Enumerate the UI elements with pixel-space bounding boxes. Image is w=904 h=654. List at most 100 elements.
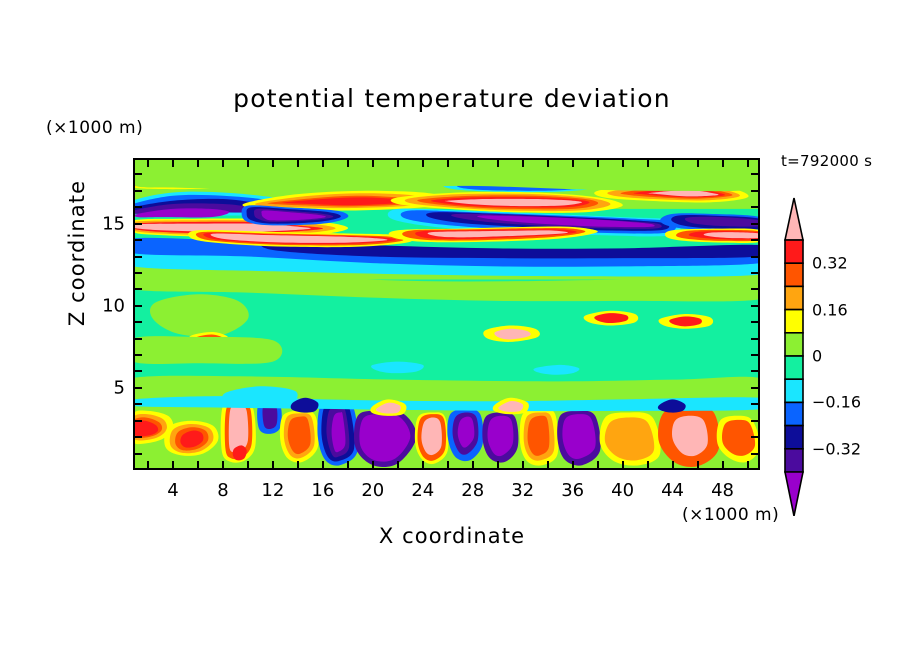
axis-tick: [146, 158, 149, 167]
axis-tick: [751, 206, 760, 209]
axis-tick: [546, 461, 549, 470]
axis-tick: [221, 461, 224, 470]
axis-tick: [571, 158, 574, 167]
axis-tick: [133, 337, 142, 340]
axis-tick: [751, 255, 760, 258]
contour-region: [262, 404, 278, 430]
axis-tick: [446, 158, 449, 167]
axis-tick: [296, 461, 299, 470]
colorbar-swatch: [784, 424, 804, 450]
colorbar-cap-bottom: [784, 471, 804, 517]
colorbar-swatch: [784, 308, 804, 334]
contour-region: [375, 402, 401, 414]
axis-tick: [133, 288, 142, 291]
axis-tick: [751, 321, 760, 324]
axis-tick: [621, 158, 624, 167]
contour-region: [594, 313, 629, 324]
axis-tick: [133, 222, 142, 225]
axis-tick: [621, 461, 624, 470]
axis-tick: [751, 189, 760, 192]
colorbar[interactable]: [777, 196, 811, 517]
axis-tick: [721, 158, 724, 167]
axis-tick: [751, 222, 760, 225]
axis-tick: [133, 271, 142, 274]
contour-region: [134, 208, 230, 218]
axis-tick: [371, 461, 374, 470]
contour-region: [427, 230, 568, 238]
axis-tick: [596, 461, 599, 470]
axis-tick: [196, 158, 199, 167]
axis-tick: [696, 461, 699, 470]
x-tick-label: 40: [611, 480, 635, 501]
axis-tick: [571, 461, 574, 470]
axis-tick: [246, 158, 249, 167]
contour-region: [494, 328, 531, 340]
axis-tick: [751, 304, 760, 307]
contour-region: [133, 396, 760, 412]
axis-tick: [133, 173, 142, 176]
axis-tick: [133, 354, 142, 357]
contour-region: [359, 414, 411, 462]
x-axis-label: X coordinate: [378, 524, 526, 548]
colorbar-tick-label: −0.16: [812, 392, 862, 412]
axis-tick: [596, 158, 599, 167]
colorbar-swatch: [784, 401, 804, 427]
contour-region: [703, 232, 760, 239]
contour-region: [604, 417, 655, 461]
colorbar-swatch: [784, 262, 804, 288]
contour-region: [228, 405, 249, 454]
contour-region: [133, 167, 308, 183]
axis-tick: [521, 461, 524, 470]
contour-region: [260, 240, 760, 259]
x-tick-label: 4: [167, 480, 179, 501]
x-axis-units-label: (×1000 m): [682, 505, 780, 525]
axis-tick: [133, 452, 142, 455]
contour-region: [722, 419, 756, 456]
axis-tick: [421, 461, 424, 470]
axis-tick: [171, 158, 174, 167]
axis-tick: [751, 436, 760, 439]
axis-tick: [751, 419, 760, 422]
axis-tick: [751, 354, 760, 357]
contour-region: [457, 416, 475, 448]
axis-tick: [133, 436, 142, 439]
colorbar-swatches: [784, 197, 804, 517]
contour-plot-area: [133, 158, 760, 470]
contour-region: [498, 401, 524, 412]
axis-tick: [671, 158, 674, 167]
contour-region: [331, 412, 346, 453]
axis-tick: [751, 239, 760, 242]
axis-tick: [396, 158, 399, 167]
contour-region: [684, 216, 760, 227]
axis-tick: [296, 158, 299, 167]
axis-tick: [221, 158, 224, 167]
axis-tick: [133, 386, 142, 389]
axis-tick: [496, 461, 499, 470]
axis-tick: [751, 288, 760, 291]
contour-region: [421, 417, 442, 456]
contour-region: [562, 414, 596, 460]
axis-tick: [671, 461, 674, 470]
axis-tick: [321, 158, 324, 167]
colorbar-tick-label: −0.32: [812, 439, 862, 459]
page-title: potential temperature deviation: [233, 84, 671, 113]
contour-region: [371, 361, 424, 374]
axis-tick: [751, 452, 760, 455]
axis-tick: [751, 403, 760, 406]
axis-tick: [471, 461, 474, 470]
contour-region: [646, 190, 719, 197]
contour-region: [487, 415, 514, 457]
colorbar-swatch: [784, 332, 804, 357]
axis-tick: [751, 173, 760, 176]
axis-tick: [246, 461, 249, 470]
y-tick-label: 10: [102, 295, 125, 317]
contour-region: [133, 272, 760, 302]
axis-tick: [751, 370, 760, 373]
x-tick-label: 16: [311, 480, 335, 501]
x-tick-label: 44: [661, 480, 685, 501]
y-axis-label-wrap: Z coordinate: [65, 143, 95, 363]
axis-tick: [171, 461, 174, 470]
axis-tick: [696, 158, 699, 167]
contour-region: [657, 399, 686, 413]
